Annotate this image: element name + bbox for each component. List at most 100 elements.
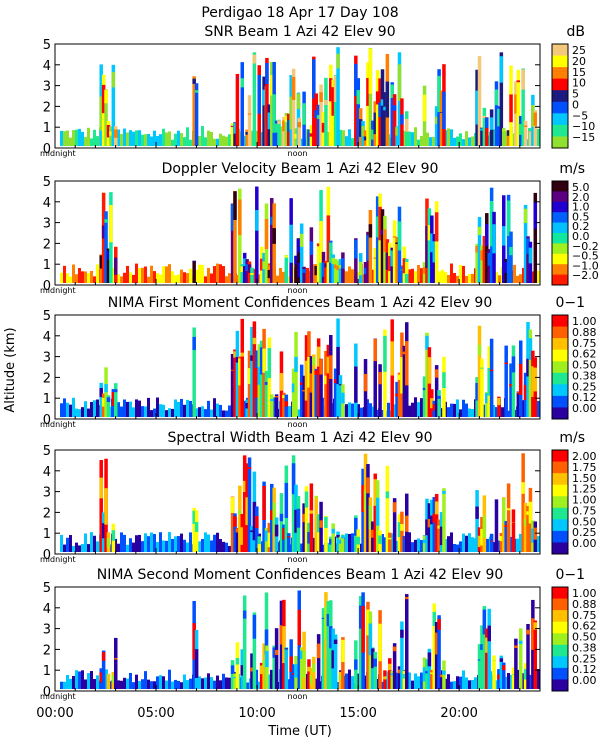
heatmap-cell xyxy=(253,615,257,639)
colorbar-swatch xyxy=(552,315,568,327)
heatmap-cell xyxy=(386,491,390,498)
heatmap-cell xyxy=(87,673,90,689)
heatmap-cell xyxy=(129,538,132,552)
heatmap-cell xyxy=(241,319,245,417)
heatmap-cell xyxy=(63,131,66,146)
heatmap-cell xyxy=(168,532,171,552)
heatmap-cell xyxy=(168,264,171,283)
heatmap-cell xyxy=(453,138,456,146)
heatmap-cell xyxy=(428,357,432,383)
heatmap-cell xyxy=(465,276,468,283)
y-tick-label: 4 xyxy=(43,330,51,345)
midnight-label: midnight xyxy=(40,286,76,295)
heatmap-cell xyxy=(135,264,138,283)
heatmap-cell xyxy=(386,82,390,118)
heatmap-cell xyxy=(102,652,106,661)
heatmap-cell xyxy=(456,276,459,283)
heatmap-cell xyxy=(201,126,204,146)
heatmap-cell xyxy=(90,138,93,146)
heatmap-cell xyxy=(165,541,168,552)
heatmap-cell xyxy=(354,367,358,403)
colorbar-swatch xyxy=(552,679,568,691)
heatmap-cell xyxy=(529,248,533,264)
heatmap-cell xyxy=(319,92,323,102)
heatmap-cell xyxy=(165,266,168,283)
heatmap-cell xyxy=(478,345,482,356)
heatmap-cell xyxy=(216,676,219,689)
heatmap-cell xyxy=(277,120,281,124)
heatmap-cell xyxy=(369,224,373,237)
heatmap-cell xyxy=(462,266,465,283)
heatmap-cell xyxy=(123,535,126,552)
y-tick-label: 3 xyxy=(43,217,51,232)
heatmap-cell xyxy=(502,130,506,131)
heatmap-cell xyxy=(471,680,474,689)
heatmap-cell xyxy=(423,95,427,122)
heatmap-cell xyxy=(465,536,468,552)
heatmap-cell xyxy=(456,399,459,417)
heatmap-cell xyxy=(132,543,135,552)
heatmap-cell xyxy=(289,225,293,263)
heatmap-cell xyxy=(120,134,123,146)
heatmap-cell xyxy=(366,477,370,493)
heatmap-cell xyxy=(462,400,465,417)
heatmap-cell xyxy=(502,226,506,245)
heatmap-cell xyxy=(388,538,392,540)
heatmap-cell xyxy=(228,273,231,283)
heatmap-cell xyxy=(420,673,423,689)
heatmap-cell xyxy=(534,113,538,126)
heatmap-cell xyxy=(357,537,361,545)
heatmap-cell xyxy=(265,63,269,84)
heatmap-cell xyxy=(331,529,335,534)
heatmap-cell xyxy=(189,401,192,417)
heatmap-cell xyxy=(104,219,108,223)
heatmap-cell xyxy=(162,405,165,417)
heatmap-cell xyxy=(90,671,93,689)
heatmap-cell xyxy=(225,411,228,417)
heatmap-cell xyxy=(383,670,387,689)
heatmap-cell xyxy=(63,545,66,552)
heatmap-cell xyxy=(300,234,304,247)
heatmap-cell xyxy=(120,681,123,689)
y-tick-label: 3 xyxy=(43,623,51,638)
heatmap-cell xyxy=(486,539,489,552)
heatmap-cell xyxy=(96,136,99,146)
heatmap-cell xyxy=(165,132,168,146)
colorbar-swatch xyxy=(552,223,568,234)
heatmap-cell xyxy=(294,332,298,417)
heatmap-cell xyxy=(417,676,420,689)
heatmap-cell xyxy=(369,48,373,93)
heatmap-cell xyxy=(198,541,201,552)
heatmap-cell xyxy=(456,545,459,552)
heatmap-cell xyxy=(168,670,171,689)
heatmap-cell xyxy=(285,483,289,518)
y-tick-label: 5 xyxy=(43,175,51,190)
heatmap-cell xyxy=(429,137,432,146)
heatmap-cell xyxy=(490,117,494,129)
colorbar-swatch xyxy=(552,79,568,91)
colorbar-swatch xyxy=(552,633,568,645)
heatmap-cell xyxy=(126,402,129,417)
heatmap-cell xyxy=(147,277,150,283)
heatmap-cell xyxy=(285,401,289,406)
heatmap-cell xyxy=(516,276,519,283)
heatmap-cell xyxy=(501,407,504,417)
heatmap-cell xyxy=(373,339,377,361)
heatmap-cell xyxy=(287,536,291,537)
heatmap-cell xyxy=(120,276,123,283)
colorbar-swatch xyxy=(552,67,568,79)
heatmap-cell xyxy=(275,525,279,537)
heatmap-cell xyxy=(405,597,409,599)
heatmap-cell xyxy=(468,680,471,689)
heatmap-cell xyxy=(262,486,266,520)
heatmap-cell xyxy=(192,79,196,84)
y-tick-label: 1 xyxy=(43,121,51,136)
heatmap-cell xyxy=(114,638,118,689)
heatmap-cell xyxy=(81,132,84,146)
heatmap-cell xyxy=(123,273,126,283)
heatmap-cell xyxy=(236,642,240,689)
heatmap-cell xyxy=(81,271,84,283)
heatmap-cell xyxy=(84,533,87,552)
heatmap-cell xyxy=(132,682,135,689)
